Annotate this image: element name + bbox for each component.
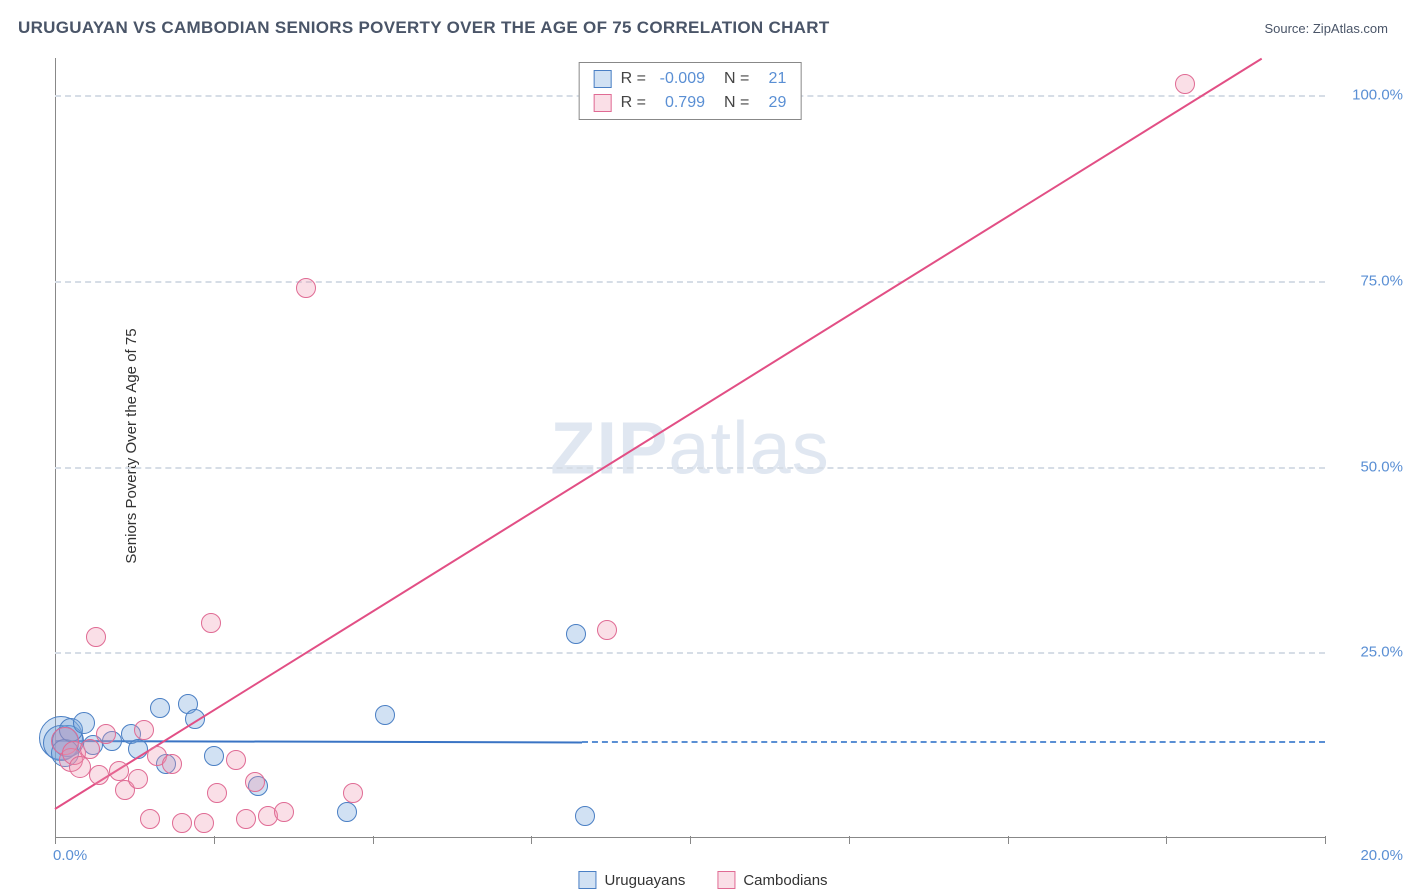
y-gridline bbox=[55, 281, 1325, 283]
data-point-cambodians bbox=[128, 769, 148, 789]
source-attribution: Source: ZipAtlas.com bbox=[1264, 21, 1388, 36]
plot-region: ZIPatlas 25.0%50.0%75.0%100.0% bbox=[55, 58, 1325, 838]
data-point-cambodians bbox=[274, 802, 294, 822]
x-axis-max-label: 20.0% bbox=[1360, 847, 1403, 864]
data-point-uruguayans bbox=[150, 698, 170, 718]
stats-legend-box: R =-0.009N =21R =0.799N =29 bbox=[579, 62, 802, 120]
legend-swatch-uruguayans bbox=[578, 871, 596, 889]
y-tick-label: 100.0% bbox=[1352, 87, 1403, 104]
data-point-cambodians bbox=[109, 761, 129, 781]
data-point-cambodians bbox=[69, 756, 91, 778]
data-point-cambodians bbox=[89, 765, 109, 785]
chart-title: URUGUAYAN VS CAMBODIAN SENIORS POVERTY O… bbox=[18, 18, 830, 38]
data-point-cambodians bbox=[80, 739, 100, 759]
data-point-cambodians bbox=[343, 783, 363, 803]
swatch-cambodians bbox=[594, 94, 612, 112]
data-point-cambodians bbox=[207, 783, 227, 803]
n-value: 29 bbox=[758, 91, 786, 115]
x-tick bbox=[373, 836, 374, 844]
r-value: -0.009 bbox=[655, 67, 705, 91]
chart-area: ZIPatlas 25.0%50.0%75.0%100.0% 0.0% 20.0… bbox=[55, 58, 1325, 838]
data-point-uruguayans bbox=[73, 712, 95, 734]
x-tick bbox=[1166, 836, 1167, 844]
y-tick-label: 50.0% bbox=[1360, 458, 1403, 475]
legend-swatch-cambodians bbox=[717, 871, 735, 889]
watermark: ZIPatlas bbox=[550, 406, 829, 491]
data-point-cambodians bbox=[296, 278, 316, 298]
y-tick-label: 75.0% bbox=[1360, 272, 1403, 289]
data-point-cambodians bbox=[140, 809, 160, 829]
data-point-uruguayans bbox=[566, 624, 586, 644]
header: URUGUAYAN VS CAMBODIAN SENIORS POVERTY O… bbox=[18, 18, 1388, 38]
x-axis-min-label: 0.0% bbox=[53, 847, 87, 864]
data-point-cambodians bbox=[226, 750, 246, 770]
y-tick-label: 25.0% bbox=[1360, 644, 1403, 661]
data-point-cambodians bbox=[162, 754, 182, 774]
trend-line-cambodians bbox=[54, 58, 1262, 810]
data-point-cambodians bbox=[245, 772, 265, 792]
data-point-uruguayans bbox=[204, 746, 224, 766]
data-point-cambodians bbox=[194, 813, 214, 833]
data-point-uruguayans bbox=[375, 705, 395, 725]
x-tick bbox=[214, 836, 215, 844]
data-point-cambodians bbox=[134, 720, 154, 740]
data-point-cambodians bbox=[597, 620, 617, 640]
data-point-uruguayans bbox=[575, 806, 595, 826]
legend-label: Cambodians bbox=[743, 872, 827, 889]
data-point-cambodians bbox=[1175, 74, 1195, 94]
x-tick bbox=[1325, 836, 1326, 844]
y-gridline bbox=[55, 467, 1325, 469]
data-point-cambodians bbox=[96, 724, 116, 744]
legend-item-cambodians: Cambodians bbox=[717, 871, 827, 889]
swatch-uruguayans bbox=[594, 70, 612, 88]
stats-row-uruguayans: R =-0.009N =21 bbox=[594, 67, 787, 91]
data-point-uruguayans bbox=[337, 802, 357, 822]
data-point-cambodians bbox=[236, 809, 256, 829]
data-point-cambodians bbox=[172, 813, 192, 833]
x-tick bbox=[55, 836, 56, 844]
legend-label: Uruguayans bbox=[604, 872, 685, 889]
data-point-cambodians bbox=[201, 613, 221, 633]
x-tick bbox=[1008, 836, 1009, 844]
x-tick bbox=[849, 836, 850, 844]
n-value: 21 bbox=[758, 67, 786, 91]
series-legend: Uruguayans Cambodians bbox=[578, 871, 827, 889]
x-tick bbox=[531, 836, 532, 844]
x-tick bbox=[690, 836, 691, 844]
legend-item-uruguayans: Uruguayans bbox=[578, 871, 685, 889]
data-point-cambodians bbox=[86, 627, 106, 647]
y-gridline bbox=[55, 652, 1325, 654]
stats-row-cambodians: R =0.799N =29 bbox=[594, 91, 787, 115]
r-value: 0.799 bbox=[655, 91, 705, 115]
trend-line-dashed-uruguayans bbox=[582, 741, 1325, 743]
